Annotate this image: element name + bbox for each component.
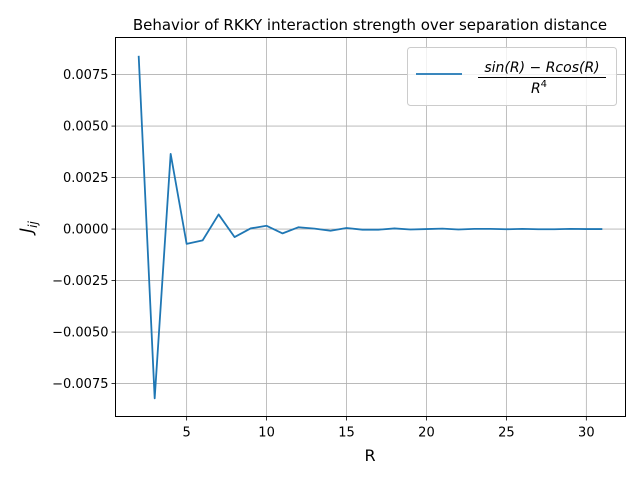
legend-numerator: sin(R) − Rcos(R) bbox=[484, 60, 599, 76]
y-axis-label-subscript: ij bbox=[26, 220, 40, 227]
data-line-layer bbox=[137, 55, 603, 400]
y-tick-label: 0.0050 bbox=[63, 120, 109, 135]
plot-frame bbox=[115, 37, 626, 417]
x-tick-label: 20 bbox=[418, 426, 435, 441]
x-tick-label: 25 bbox=[498, 426, 515, 441]
x-tick-label: 30 bbox=[578, 426, 595, 441]
y-tick-label: −0.0075 bbox=[52, 377, 108, 392]
y-tick-label: 0.0000 bbox=[63, 223, 109, 238]
series-line bbox=[137, 55, 603, 400]
y-axis-ticks: −0.0075 −0.0050 −0.0025 0.0000 0.0025 0.0050 0… bbox=[52, 68, 116, 392]
legend: sin(R) − Rcos(R) R4 bbox=[407, 47, 617, 106]
legend-box bbox=[407, 47, 617, 106]
x-tick-label: 15 bbox=[338, 426, 355, 441]
y-axis-label: Jij bbox=[17, 220, 40, 235]
x-axis-ticks: 5 10 15 20 25 30 bbox=[183, 416, 595, 441]
y-axis-label-main: J bbox=[17, 228, 37, 236]
y-tick-label: 0.0075 bbox=[63, 68, 109, 83]
chart-title: Behavior of RKKY interaction strength ov… bbox=[133, 16, 607, 34]
legend-denominator-base: R bbox=[531, 81, 541, 97]
legend-denominator: R4 bbox=[531, 79, 547, 97]
y-tick-label: 0.0025 bbox=[63, 171, 109, 186]
y-tick-label: −0.0050 bbox=[52, 326, 108, 341]
x-tick-label: 10 bbox=[258, 426, 275, 441]
y-tick-label: −0.0025 bbox=[52, 274, 108, 289]
x-tick-label: 5 bbox=[183, 426, 191, 441]
x-axis-label: R bbox=[364, 446, 375, 465]
legend-denominator-exponent: 4 bbox=[541, 79, 547, 90]
